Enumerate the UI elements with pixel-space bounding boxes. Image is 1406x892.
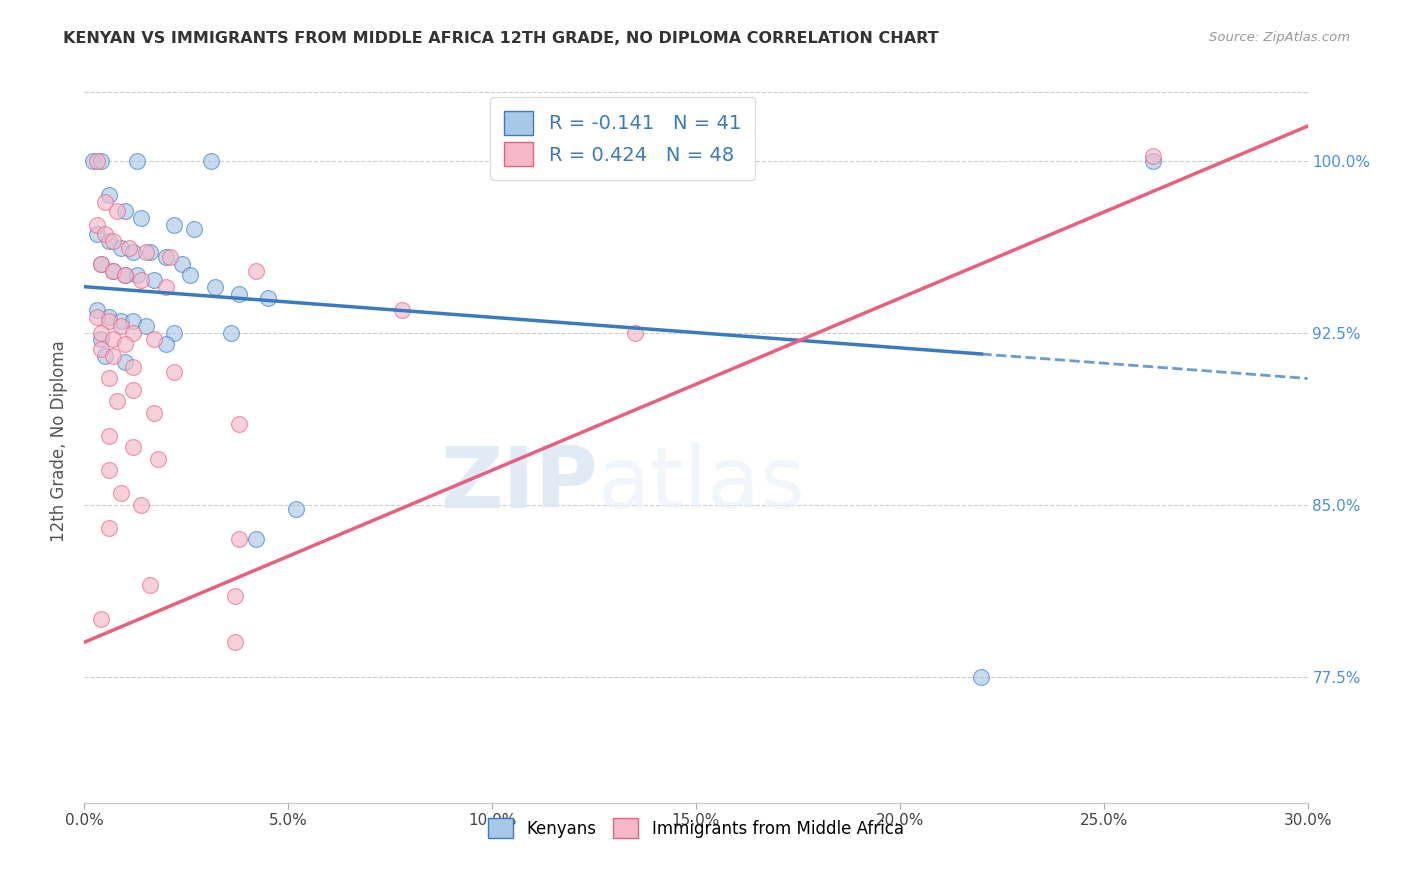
Point [224, 635, 246, 649]
Point [90, 257, 112, 271]
Point [131, 498, 153, 512]
Point [97, 234, 120, 248]
Point [110, 314, 132, 328]
Point [135, 245, 157, 260]
Point [97, 310, 120, 324]
Point [228, 286, 250, 301]
Point [155, 337, 177, 351]
Point [90, 153, 112, 168]
Point [118, 241, 141, 255]
Point [228, 417, 250, 432]
Point [970, 670, 993, 684]
Point [228, 532, 250, 546]
Point [138, 578, 160, 592]
Point [179, 268, 201, 283]
Point [114, 355, 136, 369]
Point [97, 314, 120, 328]
Point [224, 590, 246, 604]
Point [245, 532, 267, 546]
Point [391, 302, 413, 317]
Point [90, 326, 112, 340]
Point [101, 349, 124, 363]
Point [155, 250, 177, 264]
Point [245, 263, 267, 277]
Point [90, 257, 112, 271]
Point [86, 153, 108, 168]
Point [122, 383, 145, 397]
Point [257, 291, 280, 305]
Text: KENYAN VS IMMIGRANTS FROM MIDDLE AFRICA 12TH GRADE, NO DIPLOMA CORRELATION CHART: KENYAN VS IMMIGRANTS FROM MIDDLE AFRICA … [63, 31, 939, 46]
Point [122, 314, 145, 328]
Y-axis label: 12th Grade, No Diploma: 12th Grade, No Diploma [51, 341, 69, 542]
Point [93, 349, 115, 363]
Point [142, 333, 165, 347]
Point [114, 337, 136, 351]
Point [624, 326, 647, 340]
Point [122, 440, 145, 454]
Point [138, 245, 160, 260]
Point [101, 234, 124, 248]
Point [97, 463, 120, 477]
Point [163, 365, 186, 379]
Point [612, 153, 634, 168]
Point [86, 227, 108, 241]
Legend: Kenyans, Immigrants from Middle Africa: Kenyans, Immigrants from Middle Africa [482, 812, 910, 845]
Point [122, 359, 145, 374]
Point [97, 429, 120, 443]
Point [90, 612, 112, 626]
Point [612, 153, 634, 168]
Point [86, 302, 108, 317]
Point [127, 268, 149, 283]
Point [1142, 153, 1164, 168]
Point [105, 394, 128, 409]
Text: Source: ZipAtlas.com: Source: ZipAtlas.com [1209, 31, 1350, 45]
Text: ZIP: ZIP [440, 443, 598, 526]
Point [110, 318, 132, 333]
Point [146, 451, 169, 466]
Text: atlas: atlas [598, 443, 806, 526]
Point [86, 218, 108, 232]
Point [97, 188, 120, 202]
Point [127, 153, 149, 168]
Point [114, 268, 136, 283]
Point [110, 241, 132, 255]
Point [86, 310, 108, 324]
Point [172, 257, 194, 271]
Point [101, 333, 124, 347]
Point [285, 502, 308, 516]
Point [114, 268, 136, 283]
Point [97, 371, 120, 385]
Point [131, 211, 153, 225]
Point [142, 273, 165, 287]
Point [135, 318, 157, 333]
Point [90, 333, 112, 347]
Point [97, 520, 120, 534]
Point [183, 222, 205, 236]
Point [200, 153, 222, 168]
Point [101, 263, 124, 277]
Point [163, 326, 186, 340]
Point [90, 342, 112, 356]
Point [163, 218, 186, 232]
Point [159, 250, 181, 264]
Point [219, 326, 242, 340]
Point [142, 406, 165, 420]
Point [122, 326, 145, 340]
Point [122, 245, 145, 260]
Point [155, 279, 177, 293]
Point [82, 153, 104, 168]
Point [1142, 149, 1164, 163]
Point [101, 263, 124, 277]
Point [93, 227, 115, 241]
Point [114, 204, 136, 219]
Point [204, 279, 226, 293]
Point [110, 486, 132, 500]
Point [131, 273, 153, 287]
Point [93, 194, 115, 209]
Point [105, 204, 128, 219]
